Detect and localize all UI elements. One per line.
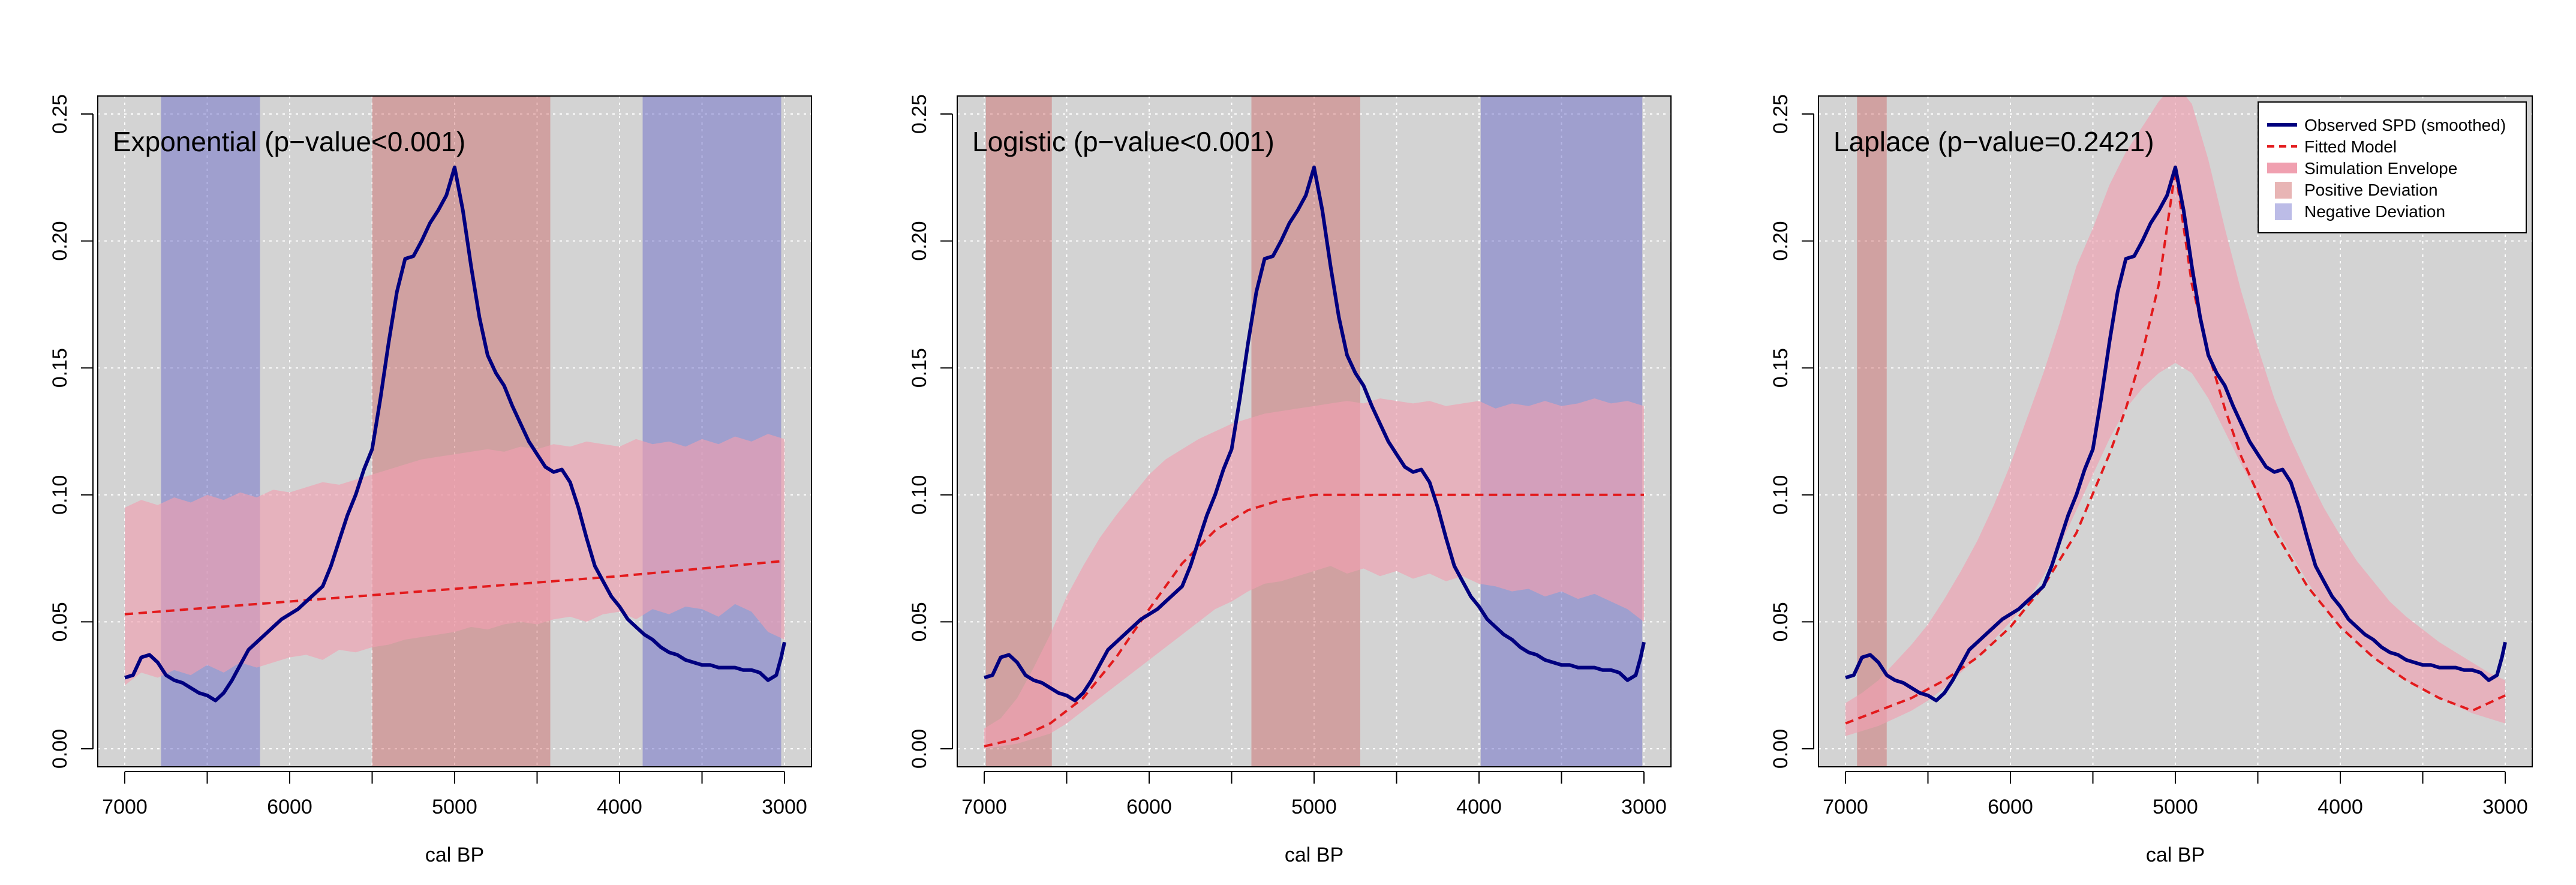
exponential-y-tick-label: 0.20 (49, 221, 71, 261)
exponential-x-axis-title: cal BP (425, 844, 484, 866)
legend-positive-label: Positive Deviation (2304, 181, 2438, 199)
laplace-x-tick-label: 5000 (2153, 796, 2198, 818)
legend-item-fitted: Fitted Model (2267, 137, 2397, 156)
logistic-x-tick-label: 6000 (1126, 796, 1172, 818)
exponential-negative-deviation-band (642, 96, 781, 767)
panel-logistic: 7000 6000 5000 4000 3000 cal BP 0.00 0.05 0.10 0.… (908, 94, 1672, 866)
laplace-y-tick-label: 0.05 (1769, 602, 1792, 641)
panel-exponential: 7000 6000 5000 4000 3000 cal BP 0.00 0.05 0.10 0.… (49, 94, 812, 866)
exponential-plot-content (98, 96, 811, 767)
laplace-x-tick-label: 3000 (2482, 796, 2528, 818)
exponential-simulation-envelope (125, 434, 784, 686)
laplace-panel-title: Laplace (p−value=0.2421) (1833, 126, 2154, 157)
laplace-y-tick-label: 0.20 (1769, 221, 1792, 261)
logistic-x-tick-label: 7000 (961, 796, 1007, 818)
logistic-y-tick-label: 0.10 (908, 475, 931, 515)
logistic-y-tick-label: 0.00 (908, 729, 931, 769)
logistic-plot-content (957, 96, 1671, 767)
legend-negative-label: Negative Deviation (2304, 202, 2445, 221)
exponential-y-tick-label: 0.00 (49, 729, 71, 769)
legend-item-positive: Positive Deviation (2275, 181, 2438, 199)
logistic-x-axis-title: cal BP (1285, 844, 1343, 866)
logistic-x-tick-label: 4000 (1456, 796, 1502, 818)
logistic-x-tick-label: 5000 (1291, 796, 1337, 818)
exponential-y-tick-label: 0.15 (49, 348, 71, 388)
legend-item-envelope: Simulation Envelope (2267, 159, 2457, 178)
legend-box (2258, 101, 2527, 233)
exponential-plot-frame (97, 95, 812, 767)
laplace-x-tick-label: 4000 (2318, 796, 2363, 818)
legend-positive-swatch (2275, 182, 2292, 199)
legend-item-negative: Negative Deviation (2275, 202, 2445, 221)
logistic-y-tick-label: 0.15 (908, 348, 931, 388)
exponential-observed-spd-line (124, 165, 786, 703)
exponential-y-tick-label: 0.10 (49, 475, 71, 515)
exponential-x-tick-label: 7000 (102, 796, 148, 818)
laplace-x-axis-title: cal BP (2146, 844, 2205, 866)
exponential-y-tick-label: 0.25 (49, 94, 71, 134)
exponential-x-tick-label: 5000 (432, 796, 477, 818)
laplace-y-tick-label: 0.25 (1769, 94, 1792, 134)
logistic-fitted-model-line (984, 493, 1644, 748)
logistic-simulation-envelope (984, 398, 1644, 749)
logistic-plot-frame (957, 95, 1672, 767)
legend-item-spd: Observed SPD (smoothed) (2267, 116, 2506, 134)
laplace-simulation-envelope (1845, 96, 2505, 736)
logistic-x-tick-label: 3000 (1621, 796, 1667, 818)
laplace-x-tick-label: 6000 (1988, 796, 2033, 818)
logistic-y-tick-label: 0.25 (908, 94, 931, 134)
legend-negative-swatch (2275, 203, 2292, 220)
exponential-x-tick-label: 3000 (762, 796, 807, 818)
logistic-y-tick-label: 0.20 (908, 221, 931, 261)
laplace-plot-frame (1818, 95, 2533, 767)
exponential-x-tick-label: 4000 (597, 796, 642, 818)
laplace-y-tick-label: 0.10 (1769, 475, 1792, 515)
laplace-y-tick-label: 0.15 (1769, 348, 1792, 388)
laplace-observed-spd-line (1845, 165, 2507, 703)
laplace-plot-content (1818, 96, 2532, 767)
legend-fitted-label: Fitted Model (2304, 137, 2397, 156)
exponential-panel-title: Exponential (p−value<0.001) (113, 126, 465, 157)
legend: Observed SPD (smoothed) Fitted Model Sim… (2258, 101, 2527, 233)
legend-spd-label: Observed SPD (smoothed) (2304, 116, 2506, 134)
legend-envelope-label: Simulation Envelope (2304, 159, 2457, 178)
laplace-y-tick-label: 0.00 (1769, 729, 1792, 769)
laplace-x-tick-label: 7000 (1823, 796, 1868, 818)
logistic-y-tick-label: 0.05 (908, 602, 931, 641)
logistic-panel-title: Logistic (p−value<0.001) (972, 126, 1275, 157)
exponential-y-tick-label: 0.05 (49, 602, 71, 641)
exponential-x-tick-label: 6000 (267, 796, 312, 818)
logistic-observed-spd-line (984, 165, 1646, 703)
